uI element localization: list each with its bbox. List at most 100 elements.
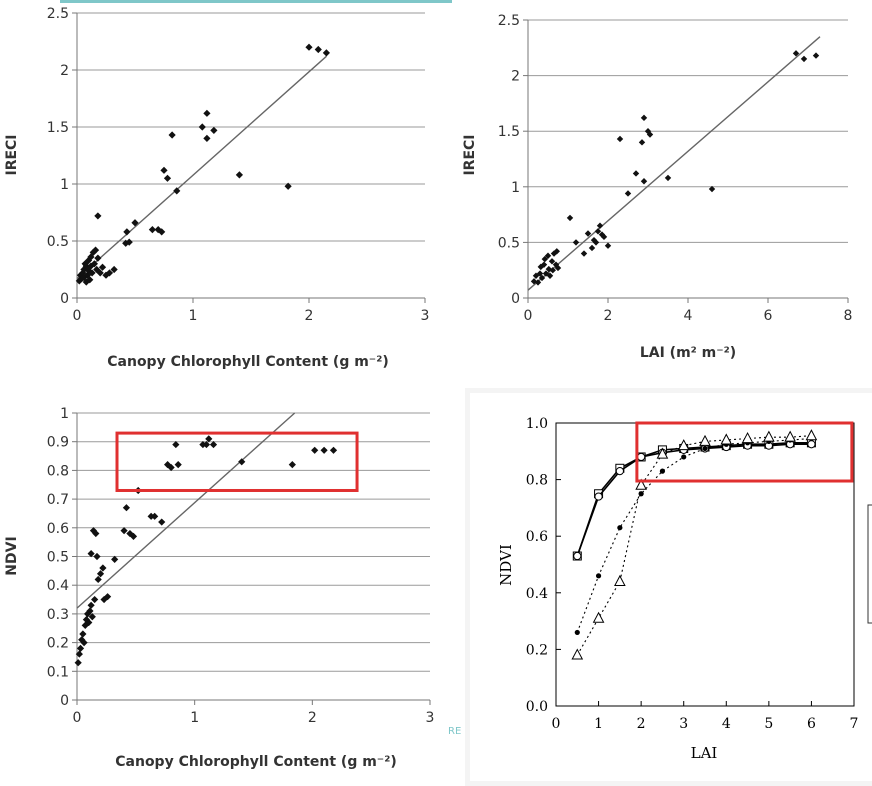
data-point (596, 222, 604, 229)
data-point (94, 212, 102, 220)
highlight-box (115, 431, 359, 492)
data-point (174, 461, 182, 469)
marker-circles (594, 492, 603, 501)
data-point (311, 446, 319, 454)
chart-ireci-vs-ccc: 0 0.5 1 1.5 2 2.5 0 1 2 3 Canopy Chlorophyll Conte… (4, 6, 429, 370)
data-point (76, 644, 85, 652)
panel4-inner (470, 393, 872, 781)
highlight-box (635, 421, 854, 483)
data-point (235, 171, 243, 179)
x-tick-label: 1 (190, 710, 199, 726)
data-point (616, 135, 624, 143)
marker-triangles (805, 429, 818, 441)
data-point (329, 446, 338, 454)
data-point (126, 529, 134, 538)
data-point (580, 250, 588, 257)
data-point (86, 276, 94, 284)
x-axis-label: Canopy Chlorophyll Content (g m⁻²) (115, 754, 396, 770)
data-point (87, 550, 95, 558)
data-point (96, 269, 104, 277)
x-tick-label: 2 (637, 716, 646, 732)
data-point (638, 139, 646, 146)
x-tick-label: 3 (679, 716, 688, 732)
data-point (75, 277, 83, 285)
marker-triangles (614, 574, 626, 586)
data-point (90, 260, 98, 268)
marker-triangles (571, 648, 584, 660)
data-point (91, 595, 99, 604)
y-axis-label: IRECI (4, 134, 20, 175)
y-tick-label: 0.8 (47, 463, 69, 479)
data-point (98, 263, 107, 271)
data-point (88, 613, 96, 621)
marker-dots (702, 445, 708, 452)
x-tick-label: 1 (189, 308, 198, 324)
data-point (85, 618, 93, 627)
marker-dots (681, 454, 687, 460)
data-point (94, 254, 102, 262)
x-tick-label: 0 (524, 308, 533, 324)
data-point (588, 244, 596, 252)
data-point (238, 458, 246, 466)
data-point (553, 248, 560, 255)
watermark-text: RE (448, 726, 461, 737)
y-tick-label: 0.9 (47, 435, 69, 451)
data-point (163, 174, 172, 182)
y-tick-label: 0.5 (47, 234, 69, 250)
data-point (600, 233, 608, 241)
marker-triangles (763, 430, 775, 442)
marker-dots (659, 468, 666, 474)
data-point (102, 271, 110, 279)
data-point (160, 166, 168, 174)
top-accent-strip (60, 0, 452, 3)
data-point (544, 252, 552, 259)
data-point (167, 463, 175, 472)
data-point (632, 170, 640, 177)
data-point (172, 440, 180, 449)
y-tick-label: 1 (511, 180, 520, 196)
data-point (91, 246, 100, 254)
x-tick-label: 6 (764, 308, 773, 324)
data-point (640, 114, 648, 122)
data-point (173, 187, 181, 195)
data-point (78, 636, 86, 644)
chart-ireci-vs-lai: 0 0.5 1 1.5 2 2.5 0 2 4 6 8 LAI (m² m⁻²) IRECI (462, 13, 852, 361)
data-point (800, 55, 808, 63)
data-point (549, 267, 556, 274)
x-tick-label: 4 (722, 716, 731, 732)
y-tick-label: 0 (511, 291, 520, 307)
marker-circles (573, 551, 582, 561)
legend-box-partial (867, 504, 872, 624)
marker-dots (574, 629, 580, 636)
data-point (93, 552, 101, 561)
trendline (76, 55, 327, 280)
data-point (79, 630, 87, 638)
x-tick-label: 2 (308, 710, 317, 726)
y-tick-label: 0.2 (526, 642, 548, 658)
data-point (540, 261, 548, 268)
data-point (151, 512, 159, 520)
marker-triangles (677, 439, 690, 451)
marker-triangles (741, 431, 754, 444)
data-point (198, 123, 206, 131)
data-point (203, 134, 211, 142)
series-line-triangles (576, 435, 812, 656)
data-point (210, 126, 218, 135)
data-point (111, 555, 119, 563)
data-point (131, 219, 139, 227)
marker-triangles (699, 434, 711, 446)
marker-circles (615, 467, 624, 476)
data-point (87, 262, 95, 270)
data-point (110, 265, 118, 274)
y-tick-label: 0.8 (526, 473, 548, 489)
y-tick-label: 0.4 (47, 578, 69, 594)
y-tick-label: 0 (60, 693, 69, 709)
x-tick-label: 0 (73, 710, 82, 726)
data-point (537, 263, 544, 271)
data-point (584, 230, 592, 237)
y-tick-label: 2 (511, 69, 520, 85)
y-tick-label: 1.0 (526, 416, 548, 432)
y-tick-label: 1.5 (498, 124, 520, 140)
chart-ndvi-vs-lai: 0.0 0.2 0.4 0.6 0.8 1.0 0 1 2 3 4 5 6 7 LAI NDVI (497, 416, 858, 762)
